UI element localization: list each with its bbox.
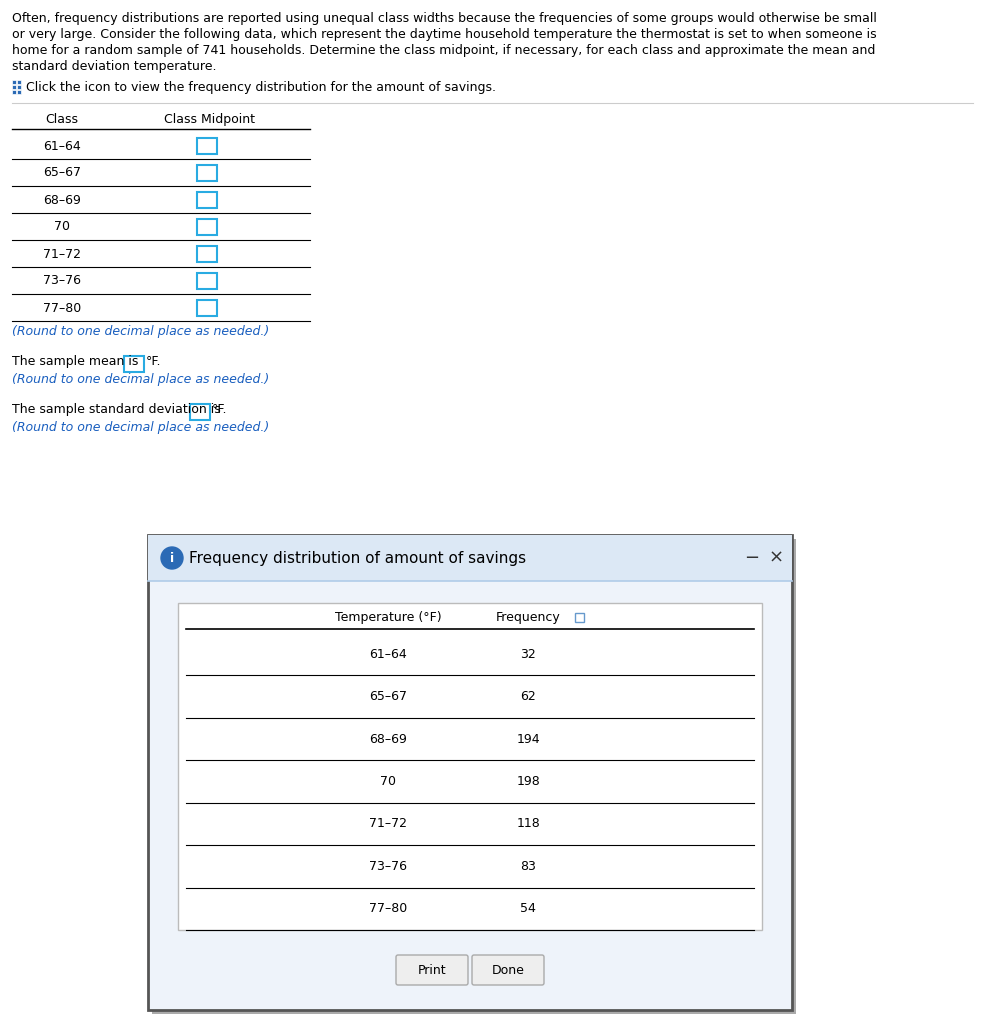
Text: (Round to one decimal place as needed.): (Round to one decimal place as needed.) [12, 373, 269, 386]
Text: °F.: °F. [146, 355, 162, 368]
Text: 68–69: 68–69 [369, 732, 407, 745]
Text: (Round to one decimal place as needed.): (Round to one decimal place as needed.) [12, 421, 269, 434]
Text: 77–80: 77–80 [369, 902, 408, 915]
Text: Often, frequency distributions are reported using unequal class widths because t: Often, frequency distributions are repor… [12, 12, 877, 25]
Text: Temperature (°F): Temperature (°F) [335, 610, 441, 624]
Text: 77–80: 77–80 [43, 301, 81, 314]
Text: 118: 118 [516, 817, 541, 830]
Bar [12, 85, 16, 89]
Text: 73–76: 73–76 [369, 860, 407, 872]
Text: 61–64: 61–64 [43, 139, 81, 153]
Text: 61–64: 61–64 [369, 648, 407, 660]
Bar [12, 90, 16, 94]
Bar [17, 80, 21, 84]
Bar [148, 535, 792, 581]
Bar [17, 85, 21, 89]
Text: 68–69: 68–69 [43, 194, 81, 207]
Circle shape [161, 547, 183, 569]
Text: The sample standard deviation is: The sample standard deviation is [12, 403, 221, 416]
Text: (Round to one decimal place as needed.): (Round to one decimal place as needed.) [12, 325, 269, 338]
Text: Class Midpoint: Class Midpoint [164, 113, 255, 126]
Text: 62: 62 [520, 690, 536, 703]
Text: Frequency distribution of amount of savings: Frequency distribution of amount of savi… [189, 551, 526, 565]
FancyBboxPatch shape [197, 273, 217, 289]
FancyBboxPatch shape [575, 612, 584, 622]
FancyBboxPatch shape [197, 165, 217, 181]
Text: home for a random sample of 741 households. Determine the class midpoint, if nec: home for a random sample of 741 househol… [12, 44, 876, 57]
Text: standard deviation temperature.: standard deviation temperature. [12, 60, 217, 73]
FancyBboxPatch shape [178, 603, 762, 930]
Bar [152, 539, 796, 1014]
FancyBboxPatch shape [197, 219, 217, 234]
Text: 70: 70 [380, 775, 396, 788]
FancyBboxPatch shape [197, 246, 217, 262]
Text: 73–76: 73–76 [43, 274, 81, 288]
Text: i: i [170, 552, 174, 564]
Text: 198: 198 [516, 775, 541, 788]
Text: −: − [745, 549, 759, 567]
Text: 194: 194 [516, 732, 540, 745]
Bar [12, 80, 16, 84]
Text: 65–67: 65–67 [369, 690, 407, 703]
Text: Class: Class [45, 113, 79, 126]
Text: 32: 32 [520, 648, 536, 660]
Text: ×: × [768, 549, 783, 567]
FancyBboxPatch shape [197, 300, 217, 316]
Text: °F.: °F. [212, 403, 228, 416]
Text: or very large. Consider the following data, which represent the daytime househol: or very large. Consider the following da… [12, 28, 877, 41]
Text: 71–72: 71–72 [369, 817, 407, 830]
FancyBboxPatch shape [396, 955, 468, 985]
Text: Done: Done [492, 964, 524, 977]
Text: 83: 83 [520, 860, 537, 872]
Bar [17, 90, 21, 94]
FancyBboxPatch shape [124, 356, 144, 372]
FancyBboxPatch shape [197, 138, 217, 154]
Text: 70: 70 [54, 220, 70, 233]
Text: Print: Print [418, 964, 446, 977]
Text: 54: 54 [520, 902, 537, 915]
FancyBboxPatch shape [472, 955, 544, 985]
Text: The sample mean is: The sample mean is [12, 355, 138, 368]
FancyBboxPatch shape [190, 404, 210, 420]
FancyBboxPatch shape [148, 535, 792, 1010]
Text: 71–72: 71–72 [43, 248, 81, 260]
FancyBboxPatch shape [197, 193, 217, 208]
Text: Frequency: Frequency [496, 610, 560, 624]
Text: Click the icon to view the frequency distribution for the amount of savings.: Click the icon to view the frequency dis… [26, 81, 496, 94]
Text: 65–67: 65–67 [43, 167, 81, 179]
